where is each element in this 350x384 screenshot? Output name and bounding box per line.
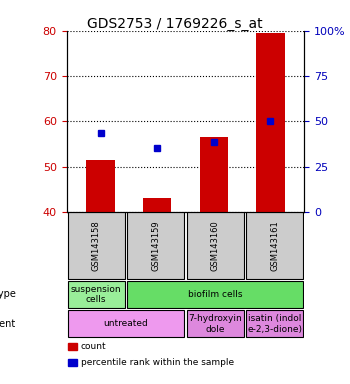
Text: percentile rank within the sample: percentile rank within the sample bbox=[81, 358, 234, 367]
Bar bbox=[199, 137, 228, 212]
Bar bbox=[246, 212, 303, 279]
Bar bbox=[127, 281, 303, 308]
Text: count: count bbox=[81, 342, 106, 351]
Bar bbox=[143, 198, 171, 212]
Text: untreated: untreated bbox=[104, 319, 148, 328]
Bar bbox=[68, 212, 125, 279]
Bar bbox=[246, 310, 303, 338]
Bar bbox=[68, 281, 125, 308]
Text: isatin (indol
e-2,3-dione): isatin (indol e-2,3-dione) bbox=[247, 314, 302, 334]
Bar bbox=[127, 212, 184, 279]
Bar bbox=[68, 310, 184, 338]
Text: suspension
cells: suspension cells bbox=[71, 285, 121, 304]
Bar bbox=[256, 33, 285, 212]
Bar bbox=[187, 212, 244, 279]
Bar bbox=[68, 359, 77, 366]
Text: GSM143159: GSM143159 bbox=[151, 220, 160, 271]
Text: GSM143160: GSM143160 bbox=[211, 220, 220, 271]
Text: GDS2753 / 1769226_s_at: GDS2753 / 1769226_s_at bbox=[87, 17, 263, 31]
Text: GSM143158: GSM143158 bbox=[92, 220, 101, 271]
Bar bbox=[187, 310, 244, 338]
Bar bbox=[86, 160, 115, 212]
Text: cell type: cell type bbox=[0, 290, 16, 300]
Text: GSM143161: GSM143161 bbox=[270, 220, 279, 271]
Text: agent: agent bbox=[0, 319, 16, 329]
Text: biofilm cells: biofilm cells bbox=[188, 290, 243, 299]
Bar bbox=[68, 343, 77, 349]
Text: 7-hydroxyin
dole: 7-hydroxyin dole bbox=[188, 314, 242, 334]
